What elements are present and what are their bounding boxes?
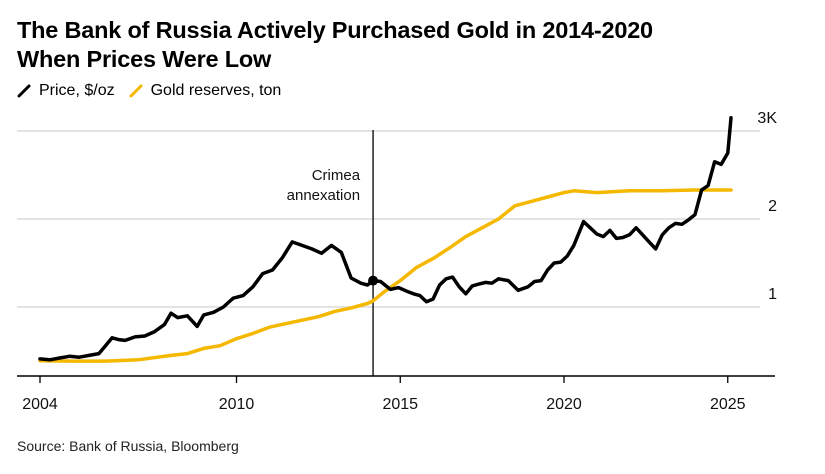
y-tick-labels: 1 2 3K (757, 110, 777, 303)
y-tick-label: 3K (757, 110, 777, 127)
chart-title: The Bank of Russia Actively Purchased Go… (17, 16, 817, 74)
legend-label-gold-reserves: Gold reserves, ton (150, 82, 282, 99)
x-tick-label: 2020 (546, 396, 582, 413)
legend: Price, $/oz Gold reserves, ton (17, 82, 295, 100)
x-tick-label: 2010 (219, 396, 255, 413)
gridlines (17, 130, 760, 308)
source-note: Source: Bank of Russia, Bloomberg (17, 438, 239, 454)
legend-item-gold-reserves: Gold reserves, ton (129, 82, 282, 100)
series-line-price (38, 116, 733, 362)
chart-title-line-2: When Prices Were Low (17, 46, 272, 72)
annotation-label-line-2: annexation (287, 187, 360, 204)
x-ticks: 2004 2010 2015 2020 2025 (22, 376, 746, 413)
legend-label-price: Price, $/oz (39, 82, 115, 99)
crimea-price-marker (368, 275, 379, 286)
legend-swatch-price-icon (17, 84, 31, 98)
legend-swatch-gold-reserves-icon (129, 84, 143, 98)
series-line-gold-reserves (38, 188, 733, 363)
y-tick-label: 2 (768, 198, 777, 215)
y-tick-label: 1 (768, 286, 777, 303)
x-tick-label: 2015 (382, 396, 418, 413)
annotation-label-line-1: Crimea (312, 167, 361, 184)
x-tick-label: 2004 (22, 396, 58, 413)
annotation-crimea: Crimea annexation (287, 130, 374, 376)
chart-title-line-1: The Bank of Russia Actively Purchased Go… (17, 17, 653, 43)
legend-item-price: Price, $/oz (17, 82, 115, 100)
x-tick-label: 2025 (710, 396, 746, 413)
